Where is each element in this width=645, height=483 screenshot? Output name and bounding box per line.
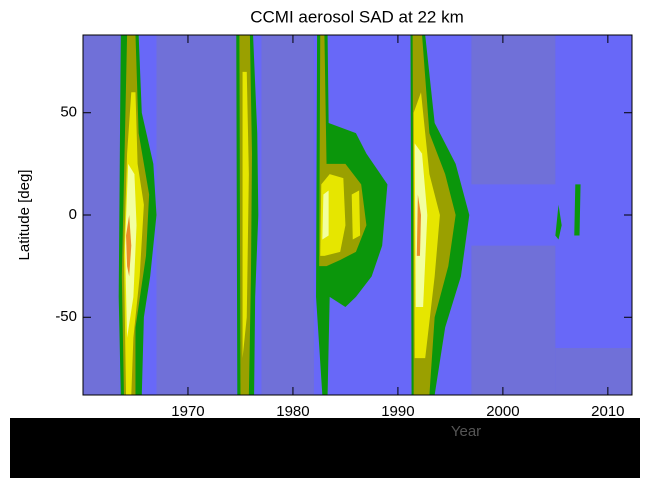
contour-region <box>351 190 361 240</box>
axes: 1970 1980 1990 2000 2010 -50 0 50 <box>55 34 633 420</box>
contour-region <box>242 71 249 359</box>
colorbar-band <box>10 418 640 478</box>
contour-region <box>261 35 314 395</box>
plot-area <box>83 35 632 395</box>
x-tick-label: 1980 <box>276 403 309 420</box>
contour-region <box>416 194 422 256</box>
y-axis-label: Latitude [deg] <box>16 170 33 261</box>
y-tick-label: 50 <box>60 104 77 121</box>
x-tick-label: 2000 <box>486 403 519 420</box>
contour-region <box>555 347 632 395</box>
y-tick-label: -50 <box>55 308 77 325</box>
contour-region <box>414 143 428 308</box>
contour-region <box>322 190 329 240</box>
x-axis-label: Year <box>451 423 481 440</box>
contour-region <box>156 35 237 395</box>
contour-region <box>471 35 556 185</box>
contour-region <box>471 245 556 395</box>
contour-region <box>83 35 120 395</box>
contour-region <box>555 204 562 240</box>
contour-region <box>574 184 581 236</box>
chart-title: CCMI aerosol SAD at 22 km <box>250 7 464 26</box>
contour-region <box>126 215 132 277</box>
y-tick-label: 0 <box>69 206 77 223</box>
x-tick-label: 1990 <box>381 403 414 420</box>
x-tick-label: 1970 <box>171 403 204 420</box>
x-tick-label: 2010 <box>591 403 624 420</box>
